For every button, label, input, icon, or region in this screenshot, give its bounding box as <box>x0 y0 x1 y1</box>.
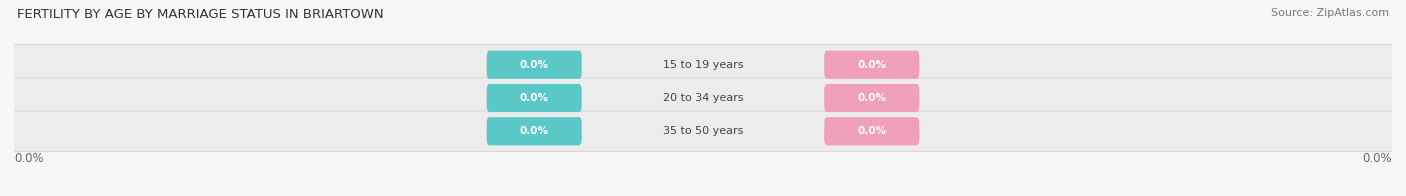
Text: 0.0%: 0.0% <box>520 60 548 70</box>
FancyBboxPatch shape <box>10 78 1396 118</box>
FancyBboxPatch shape <box>824 84 920 112</box>
Text: 0.0%: 0.0% <box>520 93 548 103</box>
Text: 0.0%: 0.0% <box>520 126 548 136</box>
Text: 0.0%: 0.0% <box>1362 152 1392 165</box>
Text: FERTILITY BY AGE BY MARRIAGE STATUS IN BRIARTOWN: FERTILITY BY AGE BY MARRIAGE STATUS IN B… <box>17 8 384 21</box>
Text: Source: ZipAtlas.com: Source: ZipAtlas.com <box>1271 8 1389 18</box>
FancyBboxPatch shape <box>486 84 582 112</box>
Legend: Married, Unmarried: Married, Unmarried <box>626 193 780 196</box>
Text: 0.0%: 0.0% <box>858 60 886 70</box>
FancyBboxPatch shape <box>824 117 920 145</box>
Text: 0.0%: 0.0% <box>858 126 886 136</box>
FancyBboxPatch shape <box>486 117 582 145</box>
FancyBboxPatch shape <box>10 44 1396 85</box>
Text: 35 to 50 years: 35 to 50 years <box>662 126 744 136</box>
FancyBboxPatch shape <box>10 111 1396 152</box>
FancyBboxPatch shape <box>824 51 920 79</box>
Text: 0.0%: 0.0% <box>14 152 44 165</box>
Text: 20 to 34 years: 20 to 34 years <box>662 93 744 103</box>
Text: 15 to 19 years: 15 to 19 years <box>662 60 744 70</box>
FancyBboxPatch shape <box>486 51 582 79</box>
Text: 0.0%: 0.0% <box>858 93 886 103</box>
